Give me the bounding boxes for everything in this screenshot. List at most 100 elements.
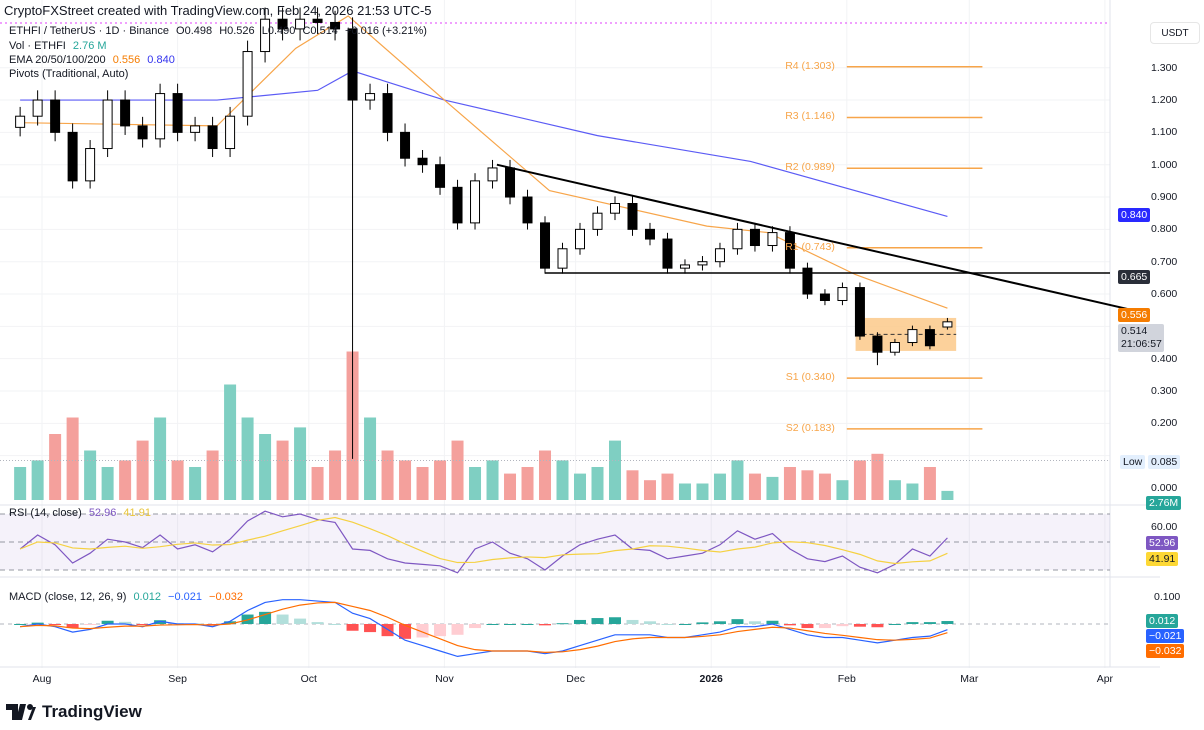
date-tick: 2026: [699, 673, 723, 685]
volume-bar: [329, 450, 342, 500]
price-tick: 0.900: [1151, 191, 1178, 204]
candle: [609, 196, 620, 221]
candle: [32, 90, 43, 126]
candle-body: [924, 329, 935, 347]
tradingview-logo-icon: [6, 704, 36, 720]
candle-body: [172, 93, 183, 133]
macd-histogram-bar: [101, 620, 114, 624]
candle-body: [557, 248, 568, 269]
candle-body: [714, 248, 725, 263]
candle: [557, 242, 568, 274]
macd-signal-value: −0.032: [209, 591, 243, 603]
candle: [644, 222, 655, 246]
candle: [417, 149, 428, 173]
volume-bar: [224, 384, 237, 500]
macd-histogram-bar: [556, 623, 569, 625]
candle-body: [435, 164, 446, 188]
candle-body: [487, 167, 498, 182]
macd-histogram-bar: [276, 614, 289, 624]
candle-body: [85, 148, 96, 182]
ohlc-high: H0.526: [219, 25, 255, 37]
candle: [347, 17, 358, 459]
candle-body: [155, 93, 166, 140]
macd-histogram-bar: [154, 620, 167, 624]
macd-value: −0.021: [168, 591, 202, 603]
candle-body: [767, 232, 778, 247]
rsi-label: RSI (14, close): [9, 507, 82, 519]
candle-body: [540, 222, 551, 269]
volume-bar: [171, 460, 184, 500]
price-tick: 0.200: [1151, 417, 1178, 430]
date-tick: Apr: [1096, 673, 1114, 685]
macd-histogram-bar: [539, 624, 552, 626]
volume-tag: 2.76M: [1146, 496, 1182, 510]
volume-bar: [853, 460, 866, 500]
macd-histogram-bar: [853, 624, 866, 627]
symbol-title[interactable]: ETHFI / TetherUS · 1D · Binance: [9, 25, 169, 37]
candle-body: [609, 202, 620, 214]
rsi-legend[interactable]: RSI (14, close) 52.96 41.91: [9, 507, 155, 519]
candle-body: [627, 202, 638, 230]
macd-hist-tag: 0.012: [1146, 614, 1179, 628]
macd-histogram-bar: [486, 624, 499, 625]
last-price: 0.514: [1121, 325, 1148, 337]
macd-histogram-bar: [346, 624, 359, 631]
price-tick: 0.000: [1151, 482, 1178, 494]
candle-body: [330, 21, 341, 30]
volume-bar: [888, 480, 901, 500]
macd-histogram-bar: [713, 621, 726, 624]
candle: [662, 232, 673, 274]
candle-body: [312, 18, 323, 23]
macd-histogram-bar: [14, 624, 27, 625]
macd-histogram-bar: [818, 624, 831, 629]
volume-bar: [136, 440, 149, 500]
volume-legend[interactable]: Vol · ETHFI 2.76 M: [9, 40, 111, 52]
ema200-price-tag: 0.840: [1118, 208, 1151, 222]
rsi-ma-line: [19, 516, 948, 565]
ema200-line: [20, 70, 948, 218]
candle: [837, 282, 848, 306]
macd-line: [20, 599, 948, 658]
bar-countdown: 21:06:57: [1121, 338, 1162, 350]
volume-bar: [818, 473, 831, 500]
candle-body: [837, 287, 848, 301]
volume-bar: [713, 473, 726, 500]
candle-body: [697, 261, 708, 266]
last-price-tag: 0.514 21:06:57: [1118, 324, 1164, 352]
candle: [802, 262, 813, 299]
candle: [452, 179, 463, 230]
volume-bar: [678, 483, 691, 500]
macd-histogram-bar: [888, 624, 901, 625]
candle: [575, 222, 586, 255]
candle-body: [102, 99, 113, 150]
low-tag: Low: [1120, 455, 1146, 469]
volume-bar: [31, 460, 44, 500]
volume-bar: [906, 483, 919, 500]
candle: [102, 90, 113, 158]
macd-histogram-bar: [66, 624, 79, 629]
candle: [330, 10, 341, 41]
tradingview-logo[interactable]: TradingView: [6, 702, 142, 722]
ohlc-open: O0.498: [176, 25, 213, 37]
candle: [697, 256, 708, 271]
date-tick: Aug: [32, 673, 52, 685]
candle-body: [889, 342, 900, 353]
macd-histogram-bar: [451, 624, 464, 635]
price-tick: 1.000: [1151, 158, 1178, 171]
ema-label: EMA 20/50/100/200: [9, 54, 106, 66]
candle-body: [872, 335, 883, 353]
candle-body: [679, 264, 690, 269]
candle: [679, 259, 690, 274]
volume-bar: [836, 480, 849, 500]
ema-legend[interactable]: EMA 20/50/100/200 0.556 0.840: [9, 54, 179, 66]
currency-button[interactable]: USDT: [1150, 22, 1200, 44]
candle: [749, 222, 760, 252]
pivots-legend[interactable]: Pivots (Traditional, Auto): [9, 68, 132, 80]
pivot-label: S1 (0.340): [785, 371, 835, 384]
macd-histogram-bar: [49, 624, 62, 625]
volume-bar: [84, 450, 97, 500]
candle: [714, 242, 725, 268]
macd-legend[interactable]: MACD (close, 12, 26, 9) 0.012 −0.021 −0.…: [9, 591, 247, 603]
price-tick: 0.400: [1151, 352, 1178, 365]
